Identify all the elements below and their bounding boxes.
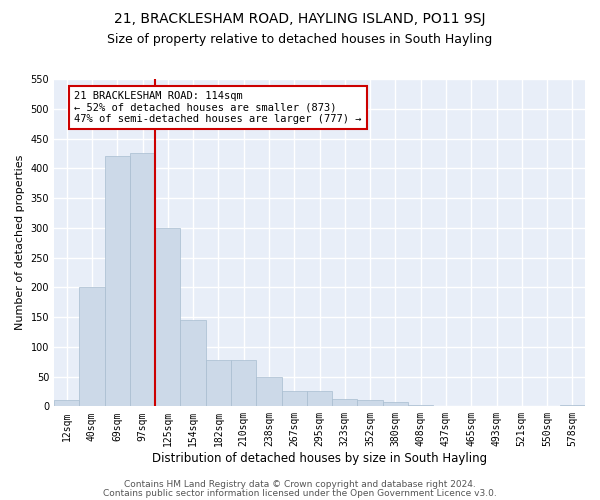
Bar bbox=[332, 399, 358, 406]
Y-axis label: Number of detached properties: Number of detached properties bbox=[15, 155, 25, 330]
Bar bbox=[560, 404, 585, 406]
Bar bbox=[181, 320, 206, 406]
Bar bbox=[79, 288, 104, 406]
Bar bbox=[383, 402, 408, 406]
Bar bbox=[54, 400, 79, 406]
Bar bbox=[155, 228, 181, 406]
Bar bbox=[104, 156, 130, 406]
Text: Contains HM Land Registry data © Crown copyright and database right 2024.: Contains HM Land Registry data © Crown c… bbox=[124, 480, 476, 489]
Bar bbox=[281, 392, 307, 406]
Text: Contains public sector information licensed under the Open Government Licence v3: Contains public sector information licen… bbox=[103, 488, 497, 498]
Bar bbox=[256, 376, 281, 406]
Text: 21 BRACKLESHAM ROAD: 114sqm
← 52% of detached houses are smaller (873)
47% of se: 21 BRACKLESHAM ROAD: 114sqm ← 52% of det… bbox=[74, 91, 362, 124]
Bar bbox=[358, 400, 383, 406]
Bar bbox=[130, 154, 155, 406]
Bar bbox=[231, 360, 256, 406]
Bar bbox=[206, 360, 231, 406]
X-axis label: Distribution of detached houses by size in South Hayling: Distribution of detached houses by size … bbox=[152, 452, 487, 465]
Bar bbox=[307, 392, 332, 406]
Text: Size of property relative to detached houses in South Hayling: Size of property relative to detached ho… bbox=[107, 32, 493, 46]
Bar bbox=[408, 404, 433, 406]
Text: 21, BRACKLESHAM ROAD, HAYLING ISLAND, PO11 9SJ: 21, BRACKLESHAM ROAD, HAYLING ISLAND, PO… bbox=[114, 12, 486, 26]
